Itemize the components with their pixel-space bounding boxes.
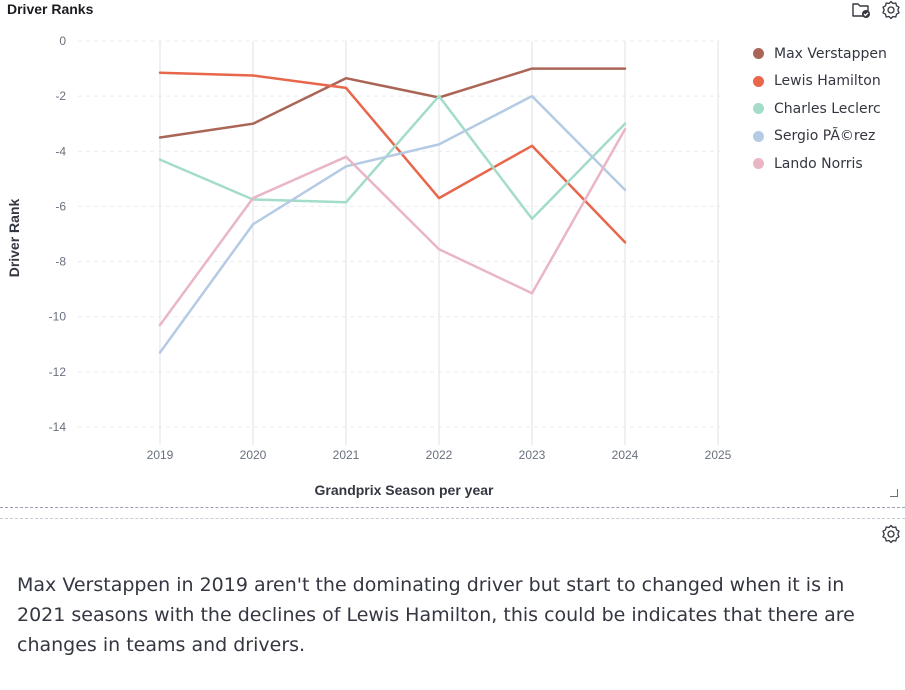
legend-label: Max Verstappen [774, 45, 887, 62]
x-tick-label: 2024 [612, 448, 639, 462]
x-axis-label: Grandprix Season per year [315, 482, 495, 498]
legend-label: Lando Norris [774, 155, 863, 172]
x-tick-label: 2025 [705, 448, 732, 462]
legend-dot-icon [753, 75, 764, 87]
panel-title: Driver Ranks [7, 1, 94, 17]
panel-divider-secondary [0, 518, 905, 519]
legend-label: Sergio PÃ©rez [774, 128, 876, 145]
folder-check-icon[interactable] [850, 0, 872, 20]
y-tick-label: -12 [49, 365, 67, 379]
y-tick-label: -14 [49, 420, 67, 434]
x-tick-label: 2020 [240, 448, 267, 462]
chart-legend: Max Verstappen Lewis Hamilton Charles Lecl… [753, 40, 887, 178]
x-tick-label: 2023 [519, 448, 546, 462]
resize-handle-icon[interactable] [890, 489, 898, 497]
line-chart: 2019 2020 2021 2022 2023 2024 2025 0 -2 -4 -6 -8 -1… [6, 34, 732, 498]
gear-icon[interactable] [880, 524, 902, 544]
x-tick-label: 2022 [426, 448, 453, 462]
legend-dot-icon [753, 158, 764, 170]
y-axis-ticks: 0 -2 -4 -6 -8 -10 -12 -14 [49, 34, 67, 434]
gear-icon[interactable] [880, 0, 902, 20]
legend-label: Charles Leclerc [774, 100, 881, 117]
series-line-charles-leclerc [158, 94, 627, 221]
y-tick-label: 0 [59, 34, 66, 48]
panel-divider [0, 507, 905, 508]
y-tick-label: -4 [55, 144, 66, 158]
x-tick-label: 2019 [147, 448, 174, 462]
series-lines [158, 67, 627, 354]
legend-dot-icon [753, 48, 764, 60]
legend-dot-icon [753, 103, 764, 115]
x-axis-ticks: 2019 2020 2021 2022 2023 2024 2025 [147, 448, 732, 462]
series-line-lando-norris [158, 127, 627, 327]
legend-dot-icon [753, 130, 764, 142]
y-tick-label: -8 [55, 255, 66, 269]
legend-label: Lewis Hamilton [774, 73, 881, 90]
y-tick-label: -6 [55, 199, 66, 213]
series-line-lewis-hamilton [158, 71, 627, 244]
y-tick-label: -10 [49, 310, 67, 324]
y-tick-label: -2 [55, 89, 66, 103]
legend-item-sergio-p-rez[interactable]: Sergio PÃ©rez [753, 123, 887, 151]
legend-item-lando-norris[interactable]: Lando Norris [753, 150, 887, 178]
series-line-sergio-p-rez [158, 94, 627, 354]
series-line-max-verstappen [158, 67, 627, 139]
legend-item-max-verstappen[interactable]: Max Verstappen [753, 40, 887, 68]
legend-item-lewis-hamilton[interactable]: Lewis Hamilton [753, 68, 887, 96]
legend-item-charles-leclerc[interactable]: Charles Leclerc [753, 95, 887, 123]
grid [78, 40, 720, 445]
x-tick-label: 2021 [333, 448, 360, 462]
markdown-text: Max Verstappen in 2019 aren't the domina… [17, 574, 855, 656]
y-axis-label: Driver Rank [6, 198, 22, 277]
